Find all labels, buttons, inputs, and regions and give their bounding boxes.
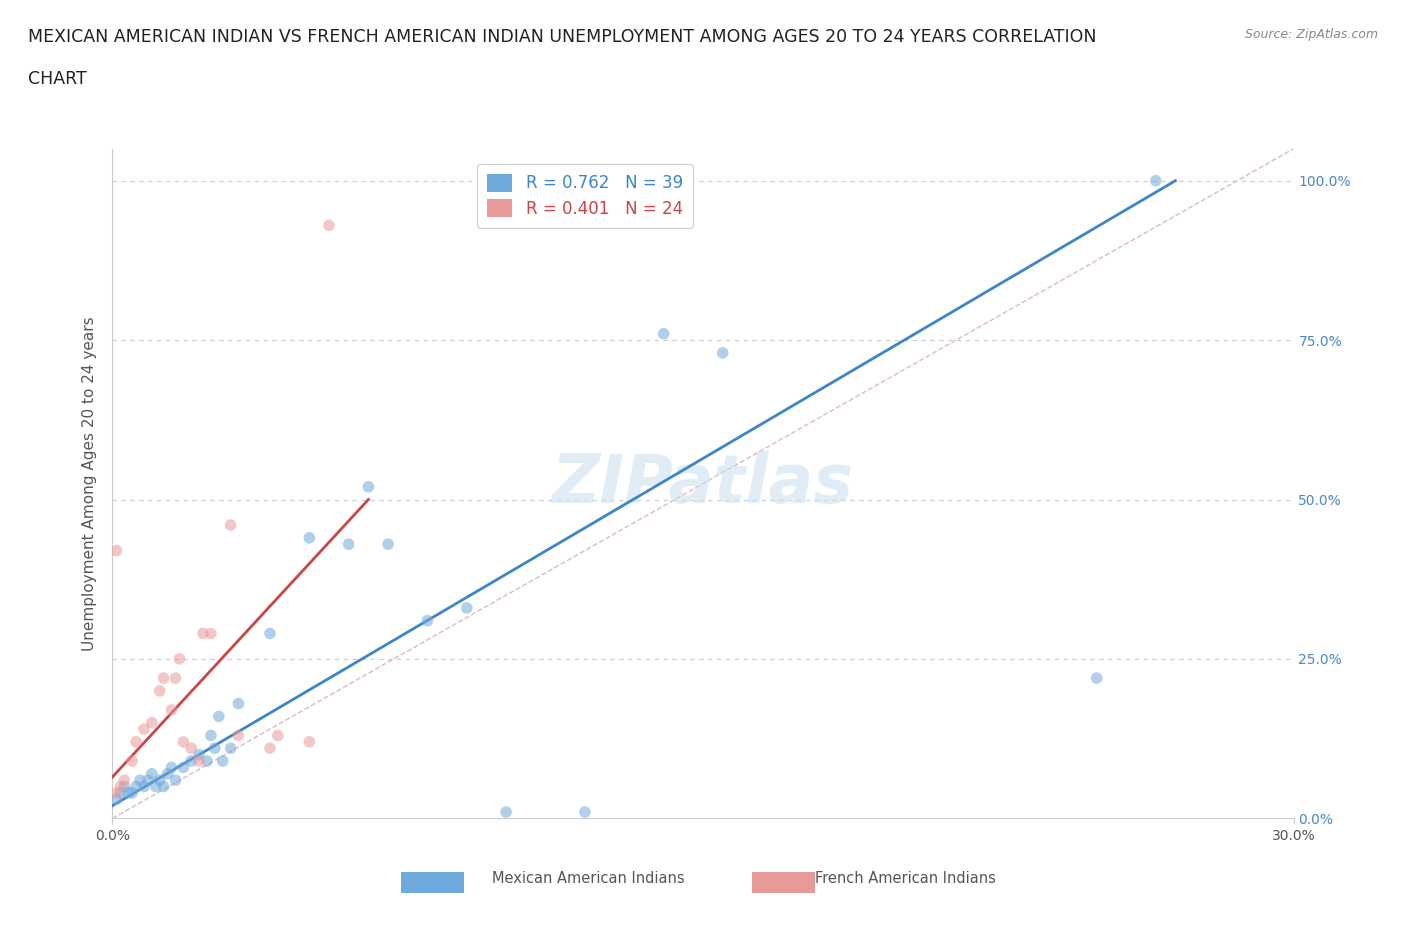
Point <box>377 537 399 551</box>
Point <box>112 773 135 788</box>
Point <box>416 613 439 628</box>
Point <box>219 518 242 533</box>
Point <box>652 326 675 341</box>
Point <box>125 735 148 750</box>
Point <box>149 773 172 788</box>
Text: ZIPatlas: ZIPatlas <box>553 451 853 516</box>
Point <box>160 702 183 717</box>
Point <box>204 741 226 756</box>
Point <box>132 779 155 794</box>
Point <box>172 760 194 775</box>
Point <box>211 753 233 768</box>
Point <box>180 753 202 768</box>
Point <box>169 652 191 667</box>
Point <box>228 728 250 743</box>
Point <box>156 766 179 781</box>
Point <box>298 735 321 750</box>
Point <box>110 786 132 801</box>
Point <box>574 804 596 819</box>
Point <box>456 601 478 616</box>
Point <box>132 722 155 737</box>
Point <box>259 741 281 756</box>
Point <box>160 760 183 775</box>
Text: French American Indians: French American Indians <box>815 871 997 886</box>
Point <box>188 747 211 762</box>
Point <box>112 779 135 794</box>
Point <box>145 779 167 794</box>
Legend: R = 0.762   N = 39, R = 0.401   N = 24: R = 0.762 N = 39, R = 0.401 N = 24 <box>477 164 693 228</box>
Point <box>188 753 211 768</box>
Point <box>121 753 143 768</box>
Point <box>1085 671 1108 685</box>
Point <box>208 709 231 724</box>
Point <box>105 791 128 806</box>
Point <box>110 779 132 794</box>
Point <box>267 728 290 743</box>
Text: MEXICAN AMERICAN INDIAN VS FRENCH AMERICAN INDIAN UNEMPLOYMENT AMONG AGES 20 TO : MEXICAN AMERICAN INDIAN VS FRENCH AMERIC… <box>28 28 1097 46</box>
Point <box>105 543 128 558</box>
Point <box>121 786 143 801</box>
Point <box>337 537 360 551</box>
Text: CHART: CHART <box>28 70 87 87</box>
Point <box>219 741 242 756</box>
Point <box>711 345 734 360</box>
Point <box>298 530 321 545</box>
Point <box>495 804 517 819</box>
Point <box>149 684 172 698</box>
Point <box>172 735 194 750</box>
Point <box>195 753 218 768</box>
Point <box>141 715 163 730</box>
Point <box>318 218 340 232</box>
Point <box>136 773 159 788</box>
Point <box>228 697 250 711</box>
Point <box>125 779 148 794</box>
Point <box>152 779 174 794</box>
Text: Source: ZipAtlas.com: Source: ZipAtlas.com <box>1244 28 1378 41</box>
Point <box>105 786 128 801</box>
Point <box>200 626 222 641</box>
Point <box>180 741 202 756</box>
Point <box>141 766 163 781</box>
Y-axis label: Unemployment Among Ages 20 to 24 years: Unemployment Among Ages 20 to 24 years <box>82 316 97 651</box>
Point <box>1144 173 1167 188</box>
Point <box>152 671 174 685</box>
Point <box>200 728 222 743</box>
Point <box>191 626 214 641</box>
Point <box>129 773 152 788</box>
Point <box>357 479 380 494</box>
Text: Mexican American Indians: Mexican American Indians <box>492 871 685 886</box>
Point <box>259 626 281 641</box>
Point <box>165 773 187 788</box>
Point <box>117 786 139 801</box>
Point <box>165 671 187 685</box>
